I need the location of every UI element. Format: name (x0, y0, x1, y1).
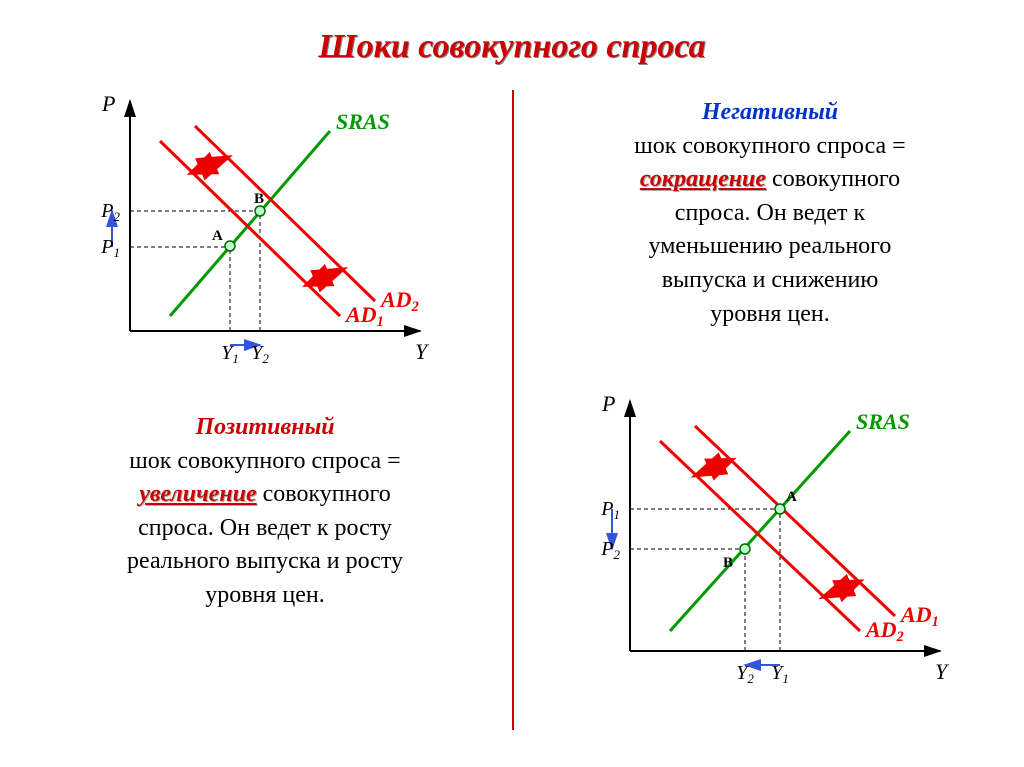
svg-text:Y2: Y2 (251, 342, 269, 366)
svg-text:P: P (601, 391, 615, 416)
svg-text:SRAS: SRAS (856, 409, 910, 434)
chart-positive-shock: PYABP1P2Y1Y2SRASAD1AD2 (60, 71, 450, 396)
page-title: Шоки совокупного спроса (0, 0, 1024, 66)
chart-negative-shock: PYABP1P2Y1Y2SRASAD1AD2 (560, 371, 980, 716)
right-column: Негативныйшок совокупного спроса =сокращ… (512, 66, 1024, 746)
svg-text:Y: Y (415, 339, 430, 364)
left-column: PYABP1P2Y1Y2SRASAD1AD2 Позитивныйшок сов… (0, 66, 512, 746)
svg-text:AD2: AD2 (864, 617, 904, 645)
svg-text:AD2: AD2 (379, 287, 419, 315)
svg-text:Y1: Y1 (771, 662, 789, 686)
svg-text:SRAS: SRAS (336, 109, 390, 134)
main-container: PYABP1P2Y1Y2SRASAD1AD2 Позитивныйшок сов… (0, 66, 1024, 746)
svg-text:P: P (101, 91, 115, 116)
svg-text:A: A (786, 489, 797, 505)
svg-text:A: A (212, 228, 223, 244)
svg-text:P2: P2 (100, 200, 120, 224)
svg-text:B: B (254, 191, 264, 207)
svg-text:AD1: AD1 (899, 602, 939, 630)
svg-text:P2: P2 (600, 538, 620, 562)
svg-text:P1: P1 (600, 498, 620, 522)
svg-text:AD1: AD1 (344, 302, 384, 330)
text-negative-shock: Негативныйшок совокупного спроса =сокращ… (560, 96, 980, 331)
svg-text:P1: P1 (100, 236, 120, 260)
text-positive-shock: Позитивныйшок совокупного спроса =увелич… (65, 411, 465, 613)
svg-text:B: B (723, 555, 733, 571)
svg-text:Y: Y (935, 659, 950, 684)
